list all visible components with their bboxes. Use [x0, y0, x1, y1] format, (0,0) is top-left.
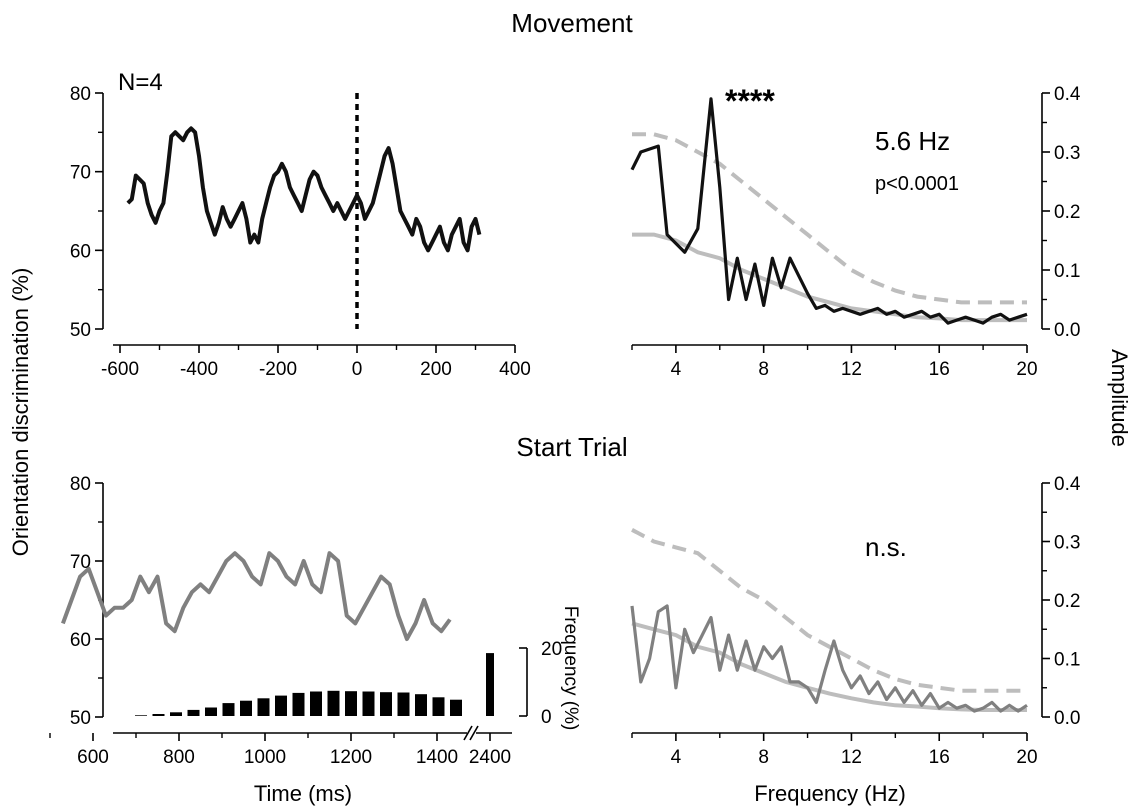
movement-freq-y-tick-label: 0.0 — [1054, 320, 1080, 341]
title-movement: Movement — [511, 8, 633, 38]
movement-freq-y-tick-label: 0.2 — [1054, 202, 1080, 223]
starttrial-time-x-tick-label: 600 — [77, 747, 109, 768]
histogram-bar — [362, 691, 375, 716]
right-y-axis-label: Amplitude — [1107, 349, 1132, 447]
starttrial-time-x-tick-label: 1000 — [244, 747, 286, 768]
movement-freq-y-tick-label: 0.1 — [1054, 261, 1080, 282]
starttrial-time-y-tick-label: 50 — [70, 708, 91, 729]
histogram-bar — [240, 700, 252, 716]
histogram-bar — [310, 691, 322, 716]
starttrial-amplitude-solid-lightgray-line — [631, 621, 1027, 712]
histogram-bar — [432, 697, 445, 716]
panel-movement-time: 50 60 70 80 -600 -400 -200 0 200 400 — [70, 84, 531, 380]
ns-label: n.s. — [865, 532, 907, 562]
movement-freq-y-tick-label: 0.3 — [1054, 143, 1080, 164]
movement-time-x-tick-label: -400 — [180, 359, 218, 380]
starttrial-freq-x-tick-label: 4 — [671, 747, 682, 768]
movement-freq-y-tick-label: 0.4 — [1054, 84, 1081, 105]
n-label: N=4 — [118, 69, 163, 96]
frequency-axis-label: Frequency (Hz) — [754, 781, 906, 806]
starttrial-time-y-tick-label: 60 — [70, 630, 91, 651]
panel-movement-frequency: 0.0 0.1 0.2 0.3 0.4 4 8 12 16 20 — [630, 84, 1081, 380]
histogram-bar — [135, 715, 147, 716]
peak-frequency-label: 5.6 Hz — [875, 126, 950, 156]
starttrial-freq-x-tick-label: 16 — [929, 747, 950, 768]
histogram-bar — [327, 690, 340, 716]
histogram-bar — [450, 699, 462, 716]
histogram-bar — [187, 709, 200, 716]
histogram-bar — [152, 714, 165, 716]
movement-time-y-tick-label: 70 — [70, 163, 91, 184]
histogram-bar — [486, 653, 494, 716]
movement-time-x-tick-label: 200 — [420, 359, 452, 380]
movement-freq-x-tick-label: 20 — [1016, 359, 1037, 380]
starttrial-time-x-tick-label: 800 — [163, 747, 195, 768]
movement-time-x-tick-label: -200 — [259, 359, 297, 380]
histogram-bar — [257, 698, 270, 716]
axis-break-mark — [463, 725, 473, 741]
left-y-axis-label: Orientation discrimination (%) — [8, 268, 33, 557]
starttrial-freq-x-tick-label: 20 — [1016, 747, 1037, 768]
starttrial-discrimination-trace — [61, 551, 452, 641]
movement-freq-x-tick-label: 12 — [841, 359, 862, 380]
starttrial-time-x-tick-label: 1200 — [330, 747, 372, 768]
starttrial-freq-x-tick-label: 12 — [841, 747, 862, 768]
starttrial-freq-y-tick-label: 0.1 — [1054, 650, 1080, 671]
histogram-bar — [275, 695, 287, 716]
movement-discrimination-trace — [126, 126, 482, 253]
significance-stars: **** — [725, 83, 775, 119]
panel-start-trial-histogram: 0 20 — [135, 639, 562, 728]
title-start-trial: Start Trial — [516, 432, 627, 462]
starttrial-freq-y-tick-label: 0.4 — [1054, 474, 1081, 495]
starttrial-amplitude-solid-gray-line — [630, 604, 1028, 713]
movement-amplitude-dashed-lightgray-line — [632, 132, 1027, 305]
movement-freq-x-tick-label: 4 — [671, 359, 682, 380]
starttrial-freq-y-tick-label: 0.2 — [1054, 591, 1080, 612]
histogram-bar — [292, 692, 305, 716]
starttrial-time-y-tick-label: 70 — [70, 552, 91, 573]
starttrial-freq-y-tick-label: 0.3 — [1054, 533, 1080, 554]
panel-start-trial-frequency: 0.0 0.1 0.2 0.3 0.4 4 8 12 16 20 — [630, 474, 1081, 768]
starttrial-freq-y-tick-label: 0.0 — [1054, 708, 1080, 729]
starttrial-amplitude-dashed-lightgray-line — [631, 528, 1027, 693]
time-axis-label: Time (ms) — [254, 781, 352, 806]
p-value-label: p<0.0001 — [875, 173, 959, 195]
movement-time-x-tick-label: 400 — [499, 359, 531, 380]
histogram-axis-label: Frequency (%) — [560, 606, 581, 731]
movement-time-y-tick-label: 80 — [70, 84, 91, 105]
histogram-bar — [222, 703, 235, 716]
movement-freq-x-tick-label: 8 — [758, 359, 769, 380]
movement-time-y-tick-label: 50 — [70, 320, 91, 341]
panel-start-trial-time: 50 60 70 80 600 800 1000 1200 1400 2400 — [49, 474, 512, 768]
starttrial-freq-x-tick-label: 8 — [758, 747, 769, 768]
axis-break-mark — [469, 725, 479, 741]
histogram-bar — [345, 691, 357, 716]
starttrial-time-x-tick-label: 1400 — [416, 747, 458, 768]
starttrial-time-y-tick-label: 80 — [70, 474, 91, 495]
movement-time-y-tick-label: 60 — [70, 241, 91, 262]
histogram-y-tick-label: 20 — [541, 639, 562, 660]
movement-time-x-tick-label: -600 — [101, 359, 139, 380]
histogram-bar — [415, 694, 427, 716]
movement-freq-x-tick-label: 16 — [929, 359, 950, 380]
starttrial-time-x-tick-label: 2400 — [469, 747, 511, 768]
histogram-bar — [170, 712, 182, 716]
histogram-bar — [397, 692, 410, 716]
histogram-y-tick-label: 0 — [541, 707, 552, 728]
histogram-bar — [205, 707, 217, 716]
histogram-bar — [380, 692, 392, 716]
movement-amplitude-solid-black-line — [630, 97, 1028, 325]
movement-time-x-tick-label: 0 — [352, 359, 363, 380]
